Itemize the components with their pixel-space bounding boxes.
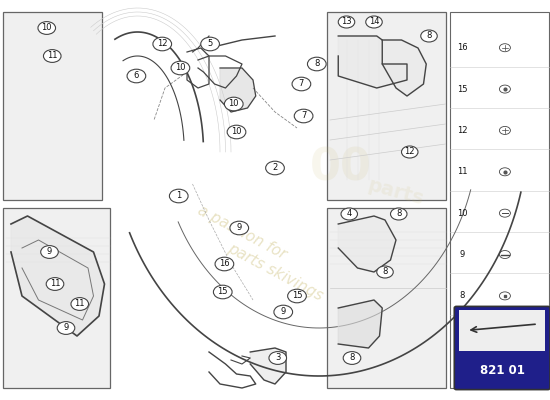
Bar (459, 310, 545, 351)
Text: 11: 11 (456, 167, 468, 176)
Text: parts skivings: parts skivings (225, 240, 325, 304)
Bar (450, 12, 549, 388)
Circle shape (169, 189, 188, 203)
Text: 00: 00 (310, 146, 372, 190)
Circle shape (402, 146, 418, 158)
Circle shape (215, 257, 234, 271)
Circle shape (307, 57, 326, 71)
Text: 16: 16 (219, 260, 230, 268)
Text: 4: 4 (346, 210, 352, 218)
Text: 9: 9 (63, 324, 69, 332)
Text: 12: 12 (456, 126, 468, 135)
Text: 8: 8 (426, 32, 432, 40)
Text: 8: 8 (459, 291, 465, 300)
Bar (327, 12, 446, 200)
Circle shape (71, 298, 89, 310)
Circle shape (338, 16, 355, 28)
Text: 5: 5 (207, 40, 213, 48)
Text: 1: 1 (176, 192, 182, 200)
Circle shape (227, 125, 246, 139)
Text: 9: 9 (459, 250, 465, 259)
Circle shape (292, 77, 311, 91)
Text: 16: 16 (456, 43, 468, 52)
Text: 10: 10 (228, 100, 239, 108)
Text: 9: 9 (236, 224, 242, 232)
Polygon shape (338, 36, 407, 88)
Text: 11: 11 (74, 300, 85, 308)
Text: 12: 12 (404, 148, 415, 156)
Text: 15: 15 (456, 84, 468, 94)
Circle shape (224, 97, 243, 111)
Text: parts: parts (366, 175, 426, 209)
FancyBboxPatch shape (454, 306, 550, 390)
Text: 11: 11 (47, 52, 58, 60)
Circle shape (269, 352, 287, 364)
Circle shape (38, 22, 56, 34)
Circle shape (46, 278, 64, 290)
Circle shape (57, 322, 75, 334)
Circle shape (294, 109, 313, 123)
Polygon shape (338, 216, 396, 272)
Circle shape (390, 208, 407, 220)
Text: 12: 12 (157, 40, 168, 48)
Text: 7: 7 (459, 333, 465, 342)
Circle shape (341, 208, 358, 220)
Circle shape (421, 30, 437, 42)
Circle shape (213, 285, 232, 299)
Circle shape (41, 246, 58, 258)
Circle shape (377, 266, 393, 278)
Bar (327, 208, 446, 388)
Text: 3: 3 (275, 354, 280, 362)
Text: 15: 15 (217, 288, 228, 296)
Text: 6: 6 (134, 72, 139, 80)
Polygon shape (338, 300, 382, 348)
Text: 13: 13 (341, 18, 352, 26)
Circle shape (43, 50, 61, 62)
Text: 9: 9 (280, 308, 286, 316)
Text: 10: 10 (456, 209, 468, 218)
Circle shape (230, 221, 249, 235)
Bar (3, 12, 102, 200)
Text: 15: 15 (292, 292, 302, 300)
Text: 8: 8 (396, 210, 402, 218)
Circle shape (288, 289, 306, 303)
Circle shape (127, 69, 146, 83)
Text: 10: 10 (41, 24, 52, 32)
Circle shape (153, 37, 172, 51)
Text: 8: 8 (382, 268, 388, 276)
Text: 8: 8 (314, 60, 320, 68)
Polygon shape (382, 40, 426, 96)
Bar (3, 208, 110, 388)
Text: 9: 9 (47, 248, 52, 256)
Text: 11: 11 (50, 280, 60, 288)
Text: 8: 8 (349, 354, 355, 362)
Circle shape (201, 37, 219, 51)
Circle shape (266, 161, 284, 175)
Circle shape (274, 305, 293, 319)
Polygon shape (250, 348, 286, 384)
Polygon shape (220, 68, 256, 112)
Text: 10: 10 (231, 128, 242, 136)
Circle shape (366, 16, 382, 28)
Text: 14: 14 (368, 18, 379, 26)
Polygon shape (11, 216, 104, 336)
Text: 10: 10 (175, 64, 186, 72)
Text: 2: 2 (272, 164, 278, 172)
Text: 7: 7 (301, 112, 306, 120)
Circle shape (343, 352, 361, 364)
Text: 7: 7 (299, 80, 304, 88)
Text: a passion for: a passion for (195, 202, 289, 262)
Text: 821 01: 821 01 (480, 364, 525, 377)
Circle shape (171, 61, 190, 75)
